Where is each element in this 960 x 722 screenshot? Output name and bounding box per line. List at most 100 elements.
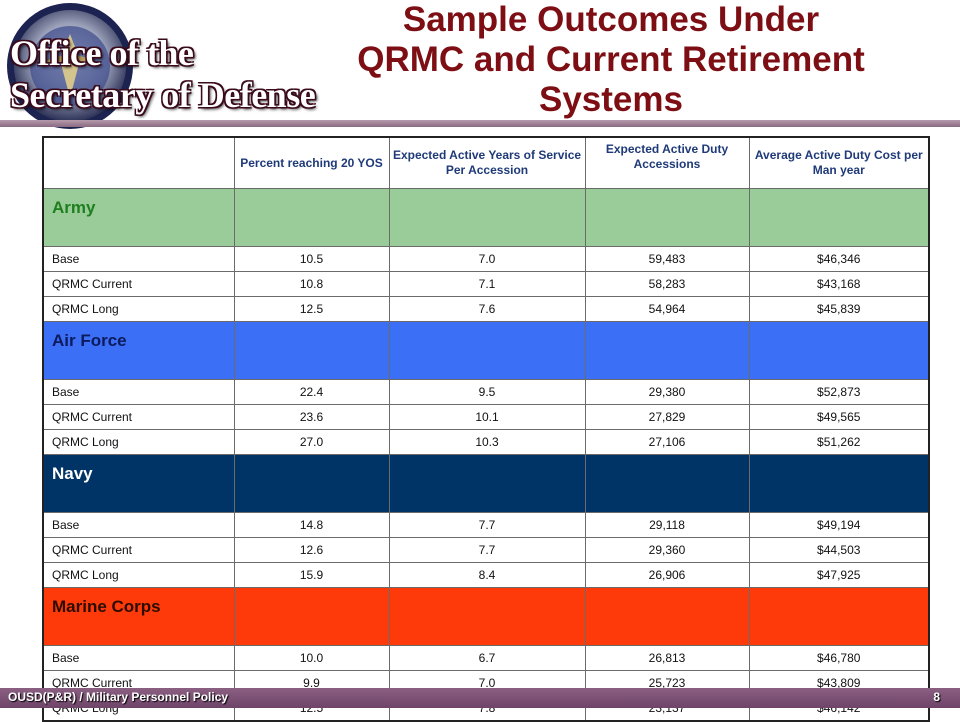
table-cell: 8.4: [388, 562, 586, 588]
group-fill-cell: [584, 587, 750, 646]
table-cell: 29,360: [584, 537, 750, 563]
table-cell: $49,565: [748, 404, 930, 430]
table-cell: 7.7: [388, 512, 586, 538]
header-expected-years: Expected Active Years of Service Per Acc…: [388, 136, 586, 189]
table-row: QRMC Current 23.6 10.1 27,829 $49,565: [42, 404, 930, 430]
table-cell: 10.3: [388, 429, 586, 455]
table-cell: $49,194: [748, 512, 930, 538]
table-cell: 27.0: [233, 429, 390, 455]
table-cell: $46,346: [748, 246, 930, 272]
table-row: QRMC Current 12.6 7.7 29,360 $44,503: [42, 537, 930, 563]
table-header-row: Percent reaching 20 YOS Expected Active …: [42, 136, 930, 189]
table-cell: 7.6: [388, 296, 586, 322]
group-fill-cell: [748, 188, 930, 247]
group-name: Air Force: [42, 321, 235, 380]
footer-bar: OUSD(P&R) / Military Personnel Policy 8: [0, 688, 960, 708]
row-label: QRMC Current: [42, 537, 235, 563]
row-label: Base: [42, 645, 235, 671]
table-cell: $52,873: [748, 379, 930, 405]
table-cell: 9.5: [388, 379, 586, 405]
group-fill-cell: [388, 587, 586, 646]
table-row: QRMC Current 10.8 7.1 58,283 $43,168: [42, 271, 930, 297]
group-fill-cell: [748, 454, 930, 513]
table-row: Base 10.5 7.0 59,483 $46,346: [42, 246, 930, 272]
table-cell: $45,839: [748, 296, 930, 322]
table-cell: 23.6: [233, 404, 390, 430]
header-divider: [0, 120, 960, 127]
outcomes-table: Percent reaching 20 YOS Expected Active …: [42, 136, 930, 722]
group-fill-cell: [233, 587, 390, 646]
group-fill-cell: [388, 188, 586, 247]
row-label: QRMC Long: [42, 562, 235, 588]
group-row: Marine Corps: [42, 587, 930, 646]
group-fill-cell: [233, 454, 390, 513]
table-cell: 12.5: [233, 296, 390, 322]
table-cell: 29,118: [584, 512, 750, 538]
group-fill-cell: [748, 587, 930, 646]
table-row: Base 10.0 6.7 26,813 $46,780: [42, 645, 930, 671]
group-fill-cell: [584, 188, 750, 247]
group-row: Army: [42, 188, 930, 247]
table-row: QRMC Long 15.9 8.4 26,906 $47,925: [42, 562, 930, 588]
table-cell: $51,262: [748, 429, 930, 455]
row-label: QRMC Current: [42, 404, 235, 430]
row-label: Base: [42, 246, 235, 272]
group-fill-cell: [584, 321, 750, 380]
table-cell: 10.8: [233, 271, 390, 297]
table-cell: 14.8: [233, 512, 390, 538]
table-cell: 10.5: [233, 246, 390, 272]
logo-line-2: Secretary of Defense: [10, 75, 316, 115]
table-cell: 29,380: [584, 379, 750, 405]
table-cell: 7.0: [388, 246, 586, 272]
osd-logo: Office of the Secretary of Defense: [0, 0, 316, 130]
table-cell: 26,813: [584, 645, 750, 671]
group-fill-cell: [233, 188, 390, 247]
table-cell: 27,106: [584, 429, 750, 455]
title-line-1: Sample Outcomes Under: [402, 0, 820, 39]
table-cell: 22.4: [233, 379, 390, 405]
group-fill-cell: [748, 321, 930, 380]
table-cell: 15.9: [233, 562, 390, 588]
row-label: Base: [42, 512, 235, 538]
footer-office: OUSD(P&R) / Military Personnel Policy: [8, 690, 229, 704]
group-fill-cell: [388, 454, 586, 513]
logo-line-1: Office of the: [10, 33, 194, 73]
table-cell: 27,829: [584, 404, 750, 430]
group-name: Navy: [42, 454, 235, 513]
table-cell: $43,168: [748, 271, 930, 297]
table-row: Base 22.4 9.5 29,380 $52,873: [42, 379, 930, 405]
group-row: Navy: [42, 454, 930, 513]
table-cell: 10.0: [233, 645, 390, 671]
table-cell: 7.1: [388, 271, 586, 297]
table-cell: 6.7: [388, 645, 586, 671]
table-cell: 10.1: [388, 404, 586, 430]
group-fill-cell: [584, 454, 750, 513]
table-cell: 58,283: [584, 271, 750, 297]
page-number: 8: [933, 690, 940, 704]
row-label: Base: [42, 379, 235, 405]
table-row: QRMC Long 27.0 10.3 27,106 $51,262: [42, 429, 930, 455]
table-cell: $44,503: [748, 537, 930, 563]
group-fill-cell: [233, 321, 390, 380]
defense-seal-icon: [7, 3, 133, 129]
title-line-2: QRMC and Current Retirement: [357, 40, 865, 79]
table-cell: $46,780: [748, 645, 930, 671]
table-row: QRMC Long 12.5 7.6 54,964 $45,839: [42, 296, 930, 322]
slide-title: Sample Outcomes Under QRMC and Current R…: [262, 0, 960, 120]
table-cell: 59,483: [584, 246, 750, 272]
group-name: Army: [42, 188, 235, 247]
group-row: Air Force: [42, 321, 930, 380]
table-cell: $47,925: [748, 562, 930, 588]
group-fill-cell: [388, 321, 586, 380]
row-label: QRMC Long: [42, 296, 235, 322]
table-cell: 12.6: [233, 537, 390, 563]
row-label: QRMC Current: [42, 271, 235, 297]
table-row: Base 14.8 7.7 29,118 $49,194: [42, 512, 930, 538]
title-line-3: Systems: [539, 80, 683, 119]
header-avg-cost: Average Active Duty Cost per Man year: [748, 136, 930, 189]
table-cell: 7.7: [388, 537, 586, 563]
table-cell: 26,906: [584, 562, 750, 588]
header-blank: [42, 136, 235, 189]
row-label: QRMC Long: [42, 429, 235, 455]
header-percent-20-yos: Percent reaching 20 YOS: [233, 136, 390, 189]
